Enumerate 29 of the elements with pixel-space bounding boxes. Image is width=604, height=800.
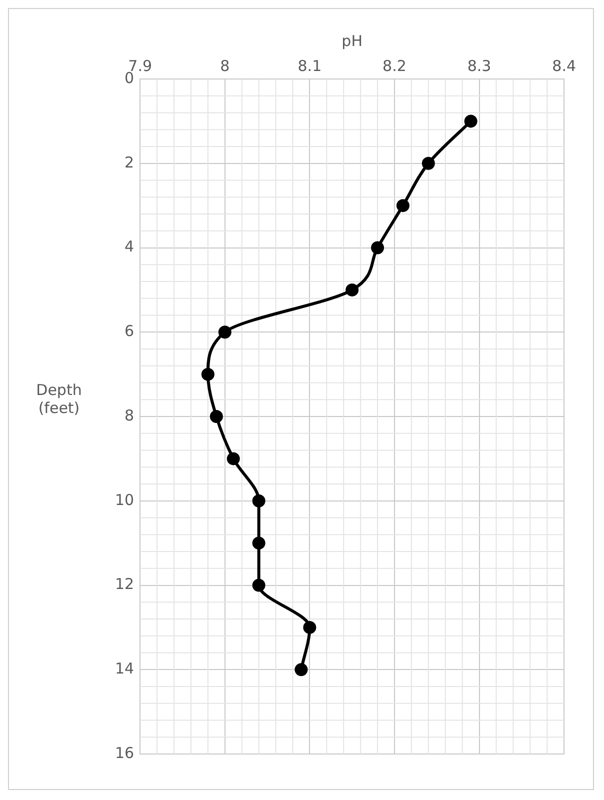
y-tick-label: 10 bbox=[114, 490, 134, 509]
point bbox=[226, 452, 240, 466]
y-tick-label: 8 bbox=[124, 406, 134, 424]
point bbox=[346, 283, 359, 296]
y-tick-label: 14 bbox=[114, 660, 134, 678]
point bbox=[252, 536, 266, 550]
y-tick-label: 4 bbox=[124, 238, 134, 256]
point bbox=[252, 494, 266, 508]
point bbox=[422, 156, 435, 170]
x-tick-label: 8.1 bbox=[298, 56, 322, 75]
point bbox=[464, 114, 478, 128]
point bbox=[218, 326, 232, 339]
point bbox=[371, 241, 384, 254]
x-tick-label: 8.2 bbox=[382, 56, 406, 75]
y-tick-label: 16 bbox=[114, 744, 134, 762]
x-tick-label: 8.3 bbox=[467, 56, 492, 75]
y-tick-label: 12 bbox=[114, 575, 134, 594]
point bbox=[396, 199, 410, 212]
x-tick-label: 8.4 bbox=[552, 56, 576, 75]
x-axis-title: pH bbox=[342, 32, 362, 50]
y-axis-title: Depth (feet) bbox=[35, 381, 83, 417]
point bbox=[303, 620, 316, 634]
y-tick-label: 6 bbox=[124, 322, 134, 340]
point bbox=[201, 368, 214, 381]
y-tick-label: 2 bbox=[124, 153, 134, 172]
point bbox=[252, 578, 266, 592]
x-tick-label: 8 bbox=[220, 56, 230, 75]
point bbox=[294, 663, 308, 676]
point bbox=[210, 410, 223, 423]
